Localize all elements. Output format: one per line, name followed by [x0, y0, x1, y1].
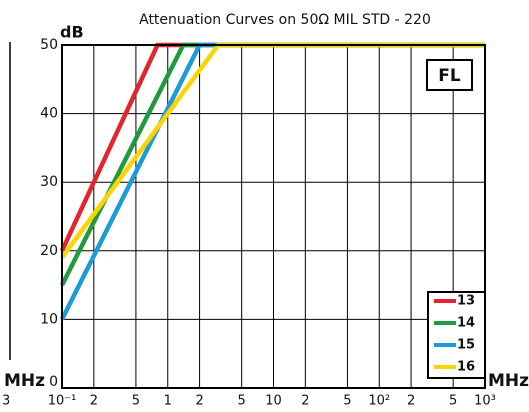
- x-tick-label: 10⁻¹: [48, 394, 77, 409]
- grid: [61, 44, 486, 389]
- legend: 13 14 15 16: [434, 294, 475, 375]
- y-tick-label: 50: [40, 37, 58, 53]
- y-tick-label: 0: [49, 374, 58, 390]
- x-tick-label: 2: [301, 394, 309, 409]
- y-tick-label: 40: [40, 106, 58, 122]
- x-tick-label: 5: [132, 394, 140, 409]
- y-axis-label: dB: [60, 23, 84, 42]
- x-tick-label: 10³: [474, 394, 496, 409]
- legend-label: 16: [457, 360, 475, 375]
- x-tick-label: 5: [449, 394, 457, 409]
- legend-box: [427, 291, 486, 379]
- x-tick-label: 5: [238, 394, 246, 409]
- badge: FL: [438, 66, 461, 86]
- x-tick-label: 10: [265, 394, 282, 409]
- x-tick-label: 2: [90, 394, 98, 409]
- x-axis-label: MHz: [488, 371, 529, 391]
- legend-label: 13: [457, 294, 475, 309]
- legend-label: 14: [457, 316, 475, 331]
- y-tick-label: 30: [40, 174, 58, 190]
- plot-frame: [61, 44, 486, 389]
- x-tick-label: 1: [164, 394, 172, 409]
- y-tick-label: 10: [40, 311, 58, 327]
- y-tick-label: 20: [40, 243, 58, 259]
- x-tick-label: 2: [195, 394, 203, 409]
- left-tick-label: 3: [2, 394, 10, 409]
- x-tick-label: 5: [343, 394, 351, 409]
- legend-label: 15: [457, 338, 475, 353]
- x-tick-label: 2: [407, 394, 415, 409]
- badge-box: [426, 59, 473, 91]
- chart-title: Attenuation Curves on 50Ω MIL STD - 220: [139, 12, 431, 28]
- left-x-axis-label: MHz: [4, 371, 45, 391]
- x-tick-label: 10²: [368, 394, 390, 409]
